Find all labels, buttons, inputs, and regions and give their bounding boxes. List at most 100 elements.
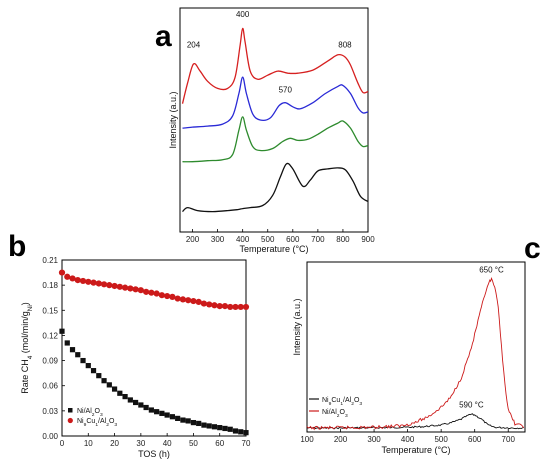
data-point-nicu (211, 302, 218, 309)
data-point-nicu (195, 298, 202, 306)
data-point-ni (59, 328, 65, 334)
data-point-nicu (121, 284, 129, 291)
data-point-nicu (216, 302, 223, 310)
data-point-nicu (69, 275, 76, 282)
data-point-nicu (148, 289, 155, 296)
data-point-ni (69, 347, 76, 353)
y-tick-label: 0.18 (42, 281, 58, 290)
x-tick-label: 400 (236, 235, 250, 244)
tpo-line-2 (306, 276, 525, 431)
data-point-ni (175, 415, 181, 421)
profile-line-1 (181, 27, 369, 104)
data-point-nicu (179, 296, 187, 303)
data-point-nicu (95, 280, 102, 287)
chart-b-methane-rate: 0 10 20 30 40 50 60 70 0.00 0.03 0.06 0.09 0.12 0.15 0… (20, 256, 251, 459)
data-point-ni (232, 428, 239, 434)
peak-label: 590 °C (459, 400, 484, 409)
data-point-nicu (137, 287, 144, 294)
plot-frame (179, 7, 369, 233)
data-point-nicu (127, 285, 134, 292)
data-point-ni (211, 424, 218, 430)
data-point-nicu (85, 278, 92, 285)
data-point-ni (196, 420, 202, 427)
peak-label: 204 (187, 41, 201, 50)
data-point-nicu (64, 273, 71, 280)
tpo-line-1 (306, 413, 524, 430)
x-tick-label: 700 (311, 235, 325, 244)
profile-line-2 (182, 76, 369, 129)
data-point-ni (122, 394, 128, 400)
legend-marker-nicu (67, 417, 73, 424)
peak-label: 808 (338, 41, 352, 50)
data-point-nicu (221, 302, 229, 310)
data-point-nicu (79, 277, 87, 285)
data-point-ni (106, 382, 112, 388)
data-point-ni (148, 407, 154, 413)
x-tick-label: 500 (434, 435, 448, 444)
x-axis-label: TOS (h) (138, 449, 170, 459)
y-axis-label: Rate CH4 (mol/min/gNi) (20, 302, 34, 394)
y-tick-label: 0.21 (42, 256, 58, 265)
y-tick-label: 0.00 (42, 432, 58, 441)
y-tick-label: 0.09 (42, 357, 58, 366)
x-tick-label: 400 (401, 435, 415, 444)
data-point-nicu (143, 288, 150, 295)
x-tick-label: 100 (300, 435, 314, 444)
plot-frame (306, 261, 526, 433)
plot-frame (61, 259, 247, 437)
data-point-ni (185, 418, 191, 424)
x-tick-label: 600 (286, 235, 300, 244)
data-point-ni (217, 425, 223, 431)
data-point-ni (138, 402, 144, 408)
x-tick-label: 700 (502, 435, 516, 444)
peak-label: 570 (279, 86, 293, 95)
y-axis-label: Intensity (a.u.) (292, 298, 302, 355)
data-point-nicu (174, 295, 181, 302)
x-tick-label: 30 (136, 439, 145, 448)
y-tick-label: 0.06 (42, 382, 58, 391)
data-point-nicu (200, 300, 208, 307)
data-point-nicu (190, 297, 197, 305)
profile-line-3 (182, 116, 369, 163)
data-point-nicu (164, 292, 171, 300)
data-point-ni (96, 373, 102, 379)
legend-marker-ni (68, 408, 73, 413)
x-tick-label: 200 (186, 235, 200, 244)
x-axis-label: Temperature (°C) (239, 244, 308, 254)
data-point-nicu (116, 283, 123, 290)
data-point-ni (111, 386, 118, 392)
data-point-nicu (132, 286, 139, 293)
x-tick-label: 300 (367, 435, 381, 444)
data-point-ni (222, 425, 228, 432)
x-tick-label: 60 (215, 439, 224, 448)
data-point-ni (164, 412, 170, 418)
data-point-ni (117, 390, 123, 396)
data-point-nicu (153, 290, 160, 297)
data-point-ni (64, 340, 70, 346)
legend-label-nicu: Ni9Cu1/Al2O3 (322, 397, 362, 407)
legend-label-nicu: Ni9Cu1/Al2O3 (77, 418, 117, 428)
data-point-ni (75, 352, 81, 358)
data-point-ni (133, 399, 139, 406)
data-point-ni (201, 422, 207, 428)
data-point-nicu (111, 282, 118, 290)
x-tick-label: 800 (336, 235, 350, 244)
data-point-nicu (90, 279, 97, 286)
x-tick-label: 40 (163, 439, 172, 448)
data-point-ni (227, 426, 233, 432)
x-tick-label: 10 (84, 439, 93, 448)
data-point-nicu (58, 269, 66, 276)
x-tick-label: 70 (242, 439, 251, 448)
data-point-ni (190, 419, 197, 426)
data-point-ni (143, 404, 149, 411)
legend-label-ni: Ni/Al2O3 (322, 409, 348, 419)
data-point-nicu (185, 297, 192, 304)
data-point-ni (80, 357, 86, 364)
y-tick-label: 0.03 (42, 407, 58, 416)
data-point-ni (85, 363, 91, 369)
peak-label: 400 (236, 10, 250, 19)
data-point-nicu (206, 301, 213, 308)
data-point-nicu (232, 303, 239, 311)
peak-label: 650 °C (479, 265, 504, 274)
